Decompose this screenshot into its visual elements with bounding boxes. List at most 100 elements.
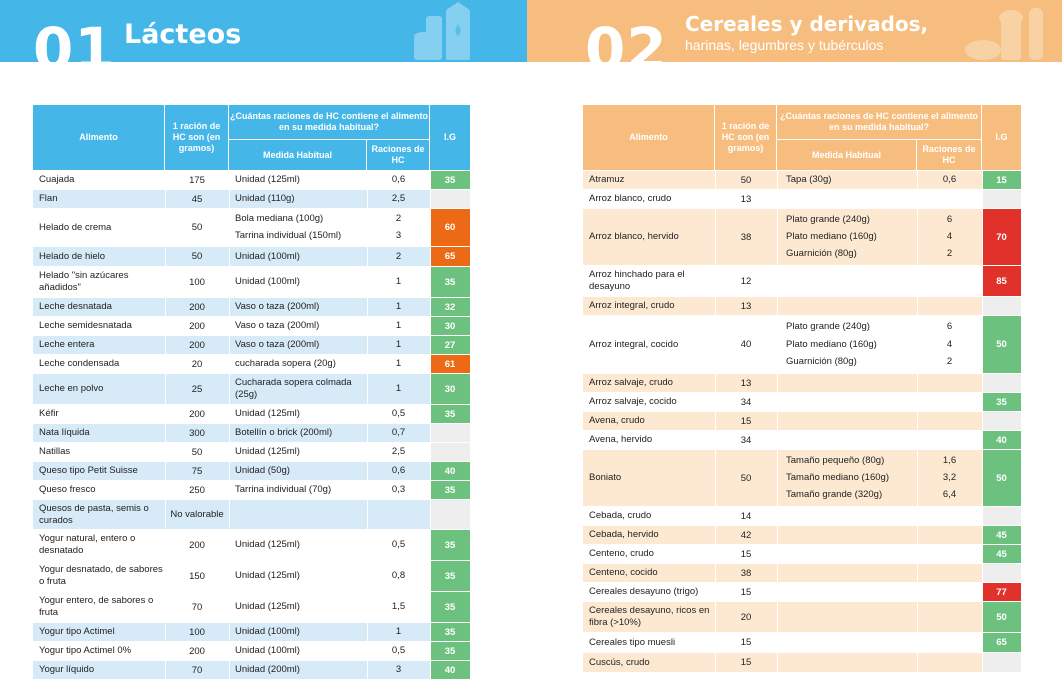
column-divider [367, 374, 368, 404]
column-divider [777, 545, 778, 563]
grams-cell: 300 [189, 427, 205, 439]
food-name-cell: Arroz salvaje, cocido [589, 396, 677, 407]
measure-cell: Vaso o taza (200ml) [229, 298, 367, 316]
measure-text: Unidad (125ml) [235, 539, 300, 550]
measure-text: Unidad (125ml) [235, 408, 300, 419]
grams-cell: 42 [740, 529, 752, 541]
measure-cell: Plato grande (240g) Plato mediano (160g) G… [777, 209, 917, 265]
column-divider [715, 564, 716, 582]
header-portions: Raciones de HC [917, 140, 982, 171]
ig-cell: 40 [430, 661, 470, 679]
column-divider [982, 374, 983, 392]
column-divider [982, 602, 983, 632]
column-divider [367, 247, 368, 266]
column-divider [367, 623, 368, 641]
food-name-cell: Cereales tipo muesli [589, 636, 676, 648]
column-divider [229, 336, 230, 354]
ig-cell [982, 190, 1021, 208]
column-divider [367, 267, 368, 297]
ig-cell [982, 297, 1021, 315]
table-row: Leche semidesnatada 200 Vaso o taza (200ml… [33, 317, 470, 336]
portions-text: 2,5 [391, 193, 406, 204]
column-divider [430, 171, 431, 189]
grams-cell: 34 [740, 434, 752, 446]
portions-cell: 1 [367, 355, 430, 373]
column-divider [430, 209, 431, 246]
ig-cell: 27 [430, 336, 470, 354]
column-divider [917, 602, 918, 632]
measure-text: Cucharada sopera colmada (25g) [235, 377, 352, 400]
portions-cell: 0,5 [367, 405, 430, 423]
column-divider [430, 355, 431, 373]
ig-cell: 40 [430, 462, 470, 480]
column-divider [982, 297, 983, 315]
portions-text: 2 [946, 248, 953, 259]
column-divider [229, 190, 230, 208]
measure-cell: Unidad (125ml) [229, 592, 367, 622]
column-divider [229, 247, 230, 266]
grams-cell: 200 [189, 339, 205, 351]
food-name-cell: Arroz salvaje, crudo [589, 377, 673, 388]
measure-cell [777, 297, 917, 315]
portions-text: 1 [395, 626, 402, 637]
column-divider [917, 583, 918, 601]
grams-cell: 75 [191, 465, 203, 477]
table-row: Yogur entero, de sabores o fruta 70 Unidad… [33, 592, 470, 623]
portions-cell [917, 545, 982, 563]
portions-cell [367, 500, 430, 529]
measure-cell: Unidad (125ml) [229, 443, 367, 461]
portions-cell [917, 564, 982, 582]
column-divider [777, 393, 778, 411]
column-divider [777, 653, 778, 672]
column-divider [229, 500, 230, 529]
column-divider [165, 500, 166, 529]
food-name-cell: Cereales desayuno, ricos en fibra (>10%) [589, 605, 710, 628]
ig-cell: 32 [430, 298, 470, 316]
portions-cell: 6 4 2 [917, 209, 982, 265]
portions-text: 4 [946, 231, 953, 242]
ig-cell: 30 [430, 374, 470, 404]
portions-cell [917, 507, 982, 525]
table-header: Alimento 1 ración de HC son (en gramos) … [583, 105, 1021, 171]
measure-cell: Unidad (125ml) [229, 561, 367, 591]
portions-text: 6 [946, 321, 953, 333]
measure-cell [777, 583, 917, 601]
column-divider [430, 481, 431, 499]
table-row: Cereales tipo muesli 15 65 [583, 633, 1021, 653]
measure-cell: Unidad (100ml) [229, 247, 367, 266]
lacteos-banner: 01 Lácteos [0, 0, 527, 78]
ig-cell: 60 [430, 209, 470, 246]
grams-cell: 25 [191, 383, 203, 395]
column-divider [777, 190, 778, 208]
column-divider [165, 267, 166, 297]
food-name-cell: Arroz hinchado para el desayuno [589, 269, 685, 292]
column-divider [165, 661, 166, 679]
table-body: Atramuz 50 Tapa (30g) 0,6 15 Arroz blanco, cr… [583, 171, 1021, 673]
column-divider [982, 583, 983, 601]
measure-text: Tamaño mediano (160g) [786, 472, 889, 483]
ig-cell: 35 [430, 561, 470, 591]
portions-text: 2 [395, 213, 402, 225]
column-divider [715, 266, 716, 296]
grams-cell: 13 [740, 193, 752, 205]
column-divider [430, 500, 431, 529]
portions-text: 2 [946, 355, 953, 367]
column-divider [777, 602, 778, 632]
measure-cell: Tamaño pequeño (80g) Tamaño mediano (160g… [777, 450, 917, 506]
column-divider [229, 462, 230, 480]
measure-cell: Unidad (200ml) [229, 661, 367, 679]
measure-text: Unidad (125ml) [235, 570, 300, 581]
portions-text: 0,6 [391, 465, 406, 476]
portions-cell: 1,6 3,2 6,4 [917, 450, 982, 506]
portions-cell [917, 266, 982, 296]
column-divider [777, 564, 778, 582]
column-divider [917, 393, 918, 411]
food-name-cell: Yogur entero, de sabores o fruta [39, 595, 154, 618]
portions-cell [917, 653, 982, 672]
column-divider [165, 298, 166, 316]
column-divider [430, 267, 431, 297]
table-row: Centeno, cocido 38 [583, 564, 1021, 583]
portions-text: 0,5 [391, 645, 406, 656]
column-divider [982, 190, 983, 208]
